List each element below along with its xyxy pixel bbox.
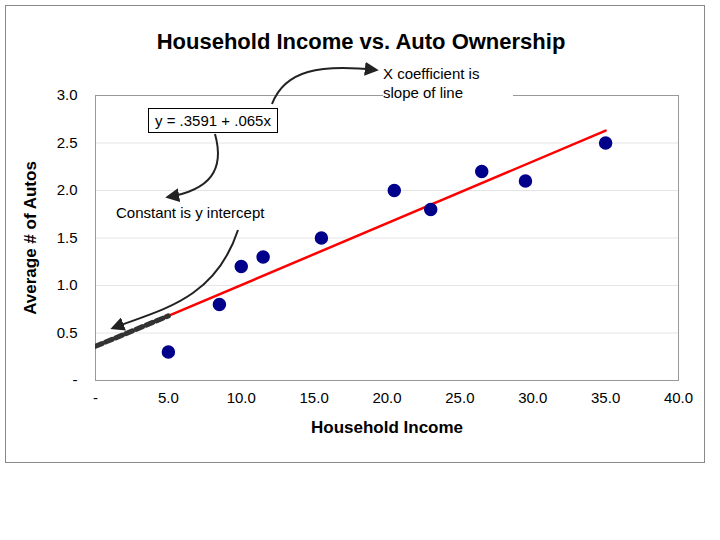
svg-text:15.0: 15.0 <box>300 389 329 406</box>
svg-text:2.5: 2.5 <box>57 134 78 151</box>
html-text:y = .3591 + .065x: y = .3591 + .065x <box>155 112 271 129</box>
svg-text:5.0: 5.0 <box>158 389 179 406</box>
svg-text:40.0: 40.0 <box>664 389 693 406</box>
svg-text:1.0: 1.0 <box>57 276 78 293</box>
svg-text:3.0: 3.0 <box>57 86 78 103</box>
html-text:Constant is y intercept: Constant is y intercept <box>116 204 265 221</box>
svg-text:35.0: 35.0 <box>591 389 620 406</box>
svg-text:Household Income: Household Income <box>311 418 463 437</box>
svg-text:2.0: 2.0 <box>57 181 78 198</box>
svg-text:20.0: 20.0 <box>372 389 401 406</box>
svg-text:0.5: 0.5 <box>57 324 78 341</box>
svg-text:-: - <box>93 389 98 406</box>
html-text:X coefficient is slope of line: X coefficient is slope of line <box>383 65 480 101</box>
svg-text:-: - <box>73 371 78 388</box>
svg-text:25.0: 25.0 <box>445 389 474 406</box>
svg-text:Household Income vs. Auto Owne: Household Income vs. Auto Ownership <box>157 29 566 54</box>
svg-text:10.0: 10.0 <box>227 389 256 406</box>
svg-text:Average # of Autos: Average # of Autos <box>21 161 40 315</box>
svg-text:30.0: 30.0 <box>518 389 547 406</box>
svg-text:1.5: 1.5 <box>57 229 78 246</box>
